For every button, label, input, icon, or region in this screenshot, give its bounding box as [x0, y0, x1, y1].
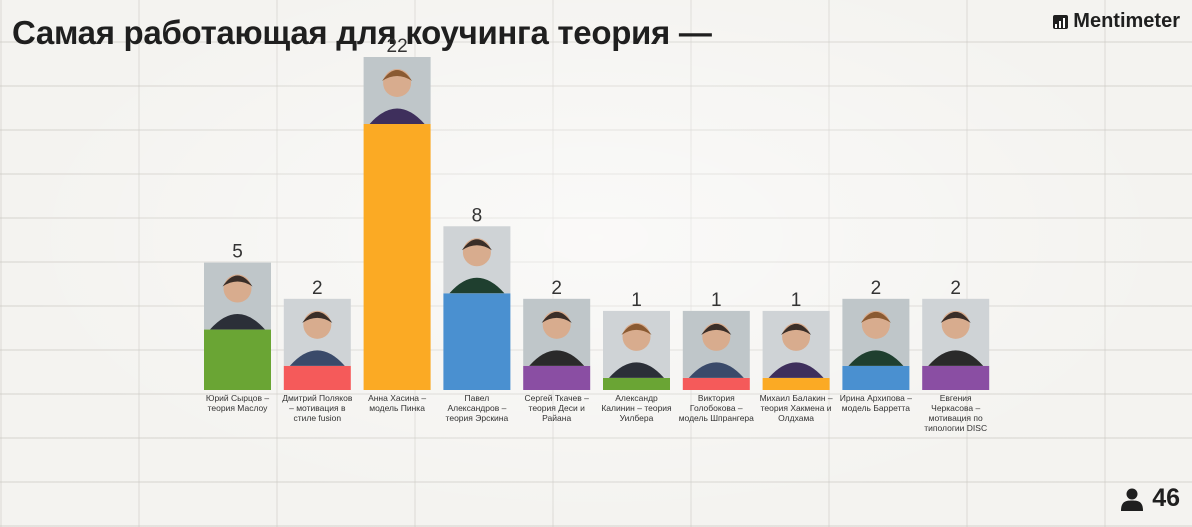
participants-counter: 46	[1120, 484, 1180, 513]
category-label: Сергей Ткачев – теория Деси и Райана	[524, 393, 589, 423]
bar-8	[762, 377, 830, 390]
portrait-photo-7	[682, 310, 750, 378]
portrait-photo-1	[204, 262, 271, 330]
bar-value-label: 8	[472, 205, 483, 226]
portrait-photo-10	[922, 298, 990, 366]
bar-value-label: 22	[387, 36, 408, 57]
category-label: Александр Калинин – теория Уилбера	[601, 393, 672, 423]
category-label: Дмитрий Поляков – мотивация в стиле fusi…	[282, 393, 353, 423]
person-icon	[1121, 488, 1144, 511]
portrait-photo-9	[842, 298, 910, 366]
portrait-photo-3	[363, 57, 431, 124]
bar-10	[922, 365, 990, 390]
portrait-photo-5	[523, 298, 591, 366]
bar-value-label: 2	[312, 278, 323, 299]
bar-5	[523, 365, 591, 390]
category-label: Евгения Черкасова – мотивация по типолог…	[924, 393, 988, 433]
portrait-photo-4	[443, 226, 511, 294]
portrait-photo-2	[283, 298, 351, 366]
category-label: Павел Александров – теория Эрскина	[445, 393, 509, 423]
participants-count: 46	[1152, 484, 1180, 512]
portrait-photo-8	[762, 310, 830, 378]
bar-1	[204, 329, 271, 390]
bar-value-label: 2	[871, 278, 882, 299]
bar-9	[842, 365, 910, 390]
bar-value-label: 5	[232, 242, 243, 263]
bar-value-label: 2	[551, 278, 562, 299]
bar-2	[283, 365, 351, 390]
category-label: Виктория Голобокова – модель Шпрангера	[678, 393, 754, 423]
category-label: Ирина Архипова – модель Барретта	[839, 393, 912, 413]
portrait-photo-6	[603, 310, 670, 378]
category-label: Анна Хасина – модель Пинка	[368, 393, 427, 413]
category-label: Михаил Балакин – теория Хакмена и Олдхам…	[759, 393, 833, 423]
category-label: Юрий Сырцов – теория Маслоу	[205, 393, 270, 413]
bar-value-label: 1	[711, 290, 722, 311]
page-title: Самая работающая для коучинга теория —	[12, 14, 712, 51]
bar-4	[443, 293, 511, 390]
brand-logo: Mentimeter	[1053, 10, 1180, 33]
brand-name: Mentimeter	[1073, 10, 1180, 32]
bar-3	[363, 124, 431, 390]
mentimeter-logo-icon	[1053, 14, 1069, 29]
bar-value-label: 1	[791, 290, 802, 311]
bar-6	[603, 377, 670, 390]
bar-value-label: 2	[950, 278, 961, 299]
bar-7	[682, 377, 750, 390]
bar-value-label: 1	[631, 290, 642, 311]
